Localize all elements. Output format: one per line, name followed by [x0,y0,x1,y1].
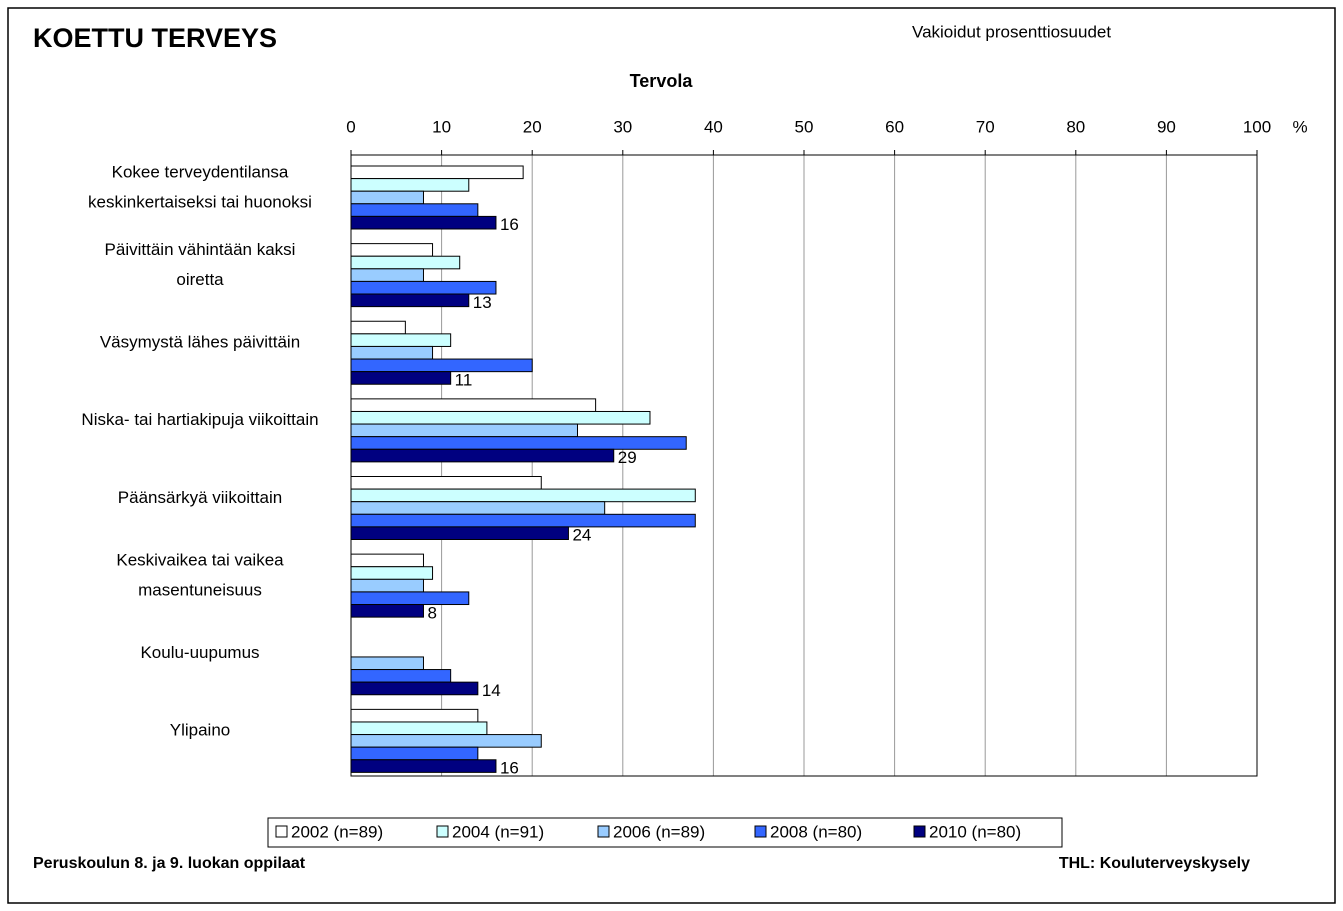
title: KOETTU TERVEYS [33,23,277,53]
data-label: 24 [572,526,591,545]
x-tick-label: 40 [704,117,723,136]
y-tick-label: Niska- tai hartiakipuja viikoittain [81,410,318,429]
bar [350,333,452,347]
data-label: 16 [500,215,519,234]
y-tick-label: Keskivaikea tai vaikea [116,550,284,569]
bar [350,268,424,282]
bar [350,734,542,748]
bar [350,501,606,515]
bar [350,669,452,683]
bar [350,746,479,761]
x-tick-label: 20 [523,117,542,136]
bar [350,656,424,671]
data-label: 11 [455,370,473,389]
subtitle: Vakioidut prosenttiosuudet [912,22,1111,41]
x-tick-label: 0 [346,117,355,136]
data-label: 14 [482,681,501,700]
bar [350,358,533,373]
bar [350,215,497,230]
footer-right: THL: Kouluterveyskysely [1059,855,1250,872]
y-tick-label: masentuneisuus [138,580,262,599]
bar [350,604,424,618]
legend-label: 2008 (n=80) [770,822,862,841]
bar [350,243,434,257]
legend-swatch [754,825,767,838]
legend-label: 2006 (n=89) [613,822,705,841]
legend-swatch [913,825,926,838]
data-label: 13 [473,293,492,312]
x-tick-label: 50 [795,117,814,136]
legend-label: 2010 (n=80) [929,822,1021,841]
legend-swatch [436,825,449,838]
x-tick-label: 10 [432,117,451,136]
x-tick-label: 60 [885,117,904,136]
y-tick-label: Ylipaino [170,721,231,740]
x-tick-label: 30 [613,117,632,136]
y-tick-label: oiretta [176,270,224,289]
bar [350,293,470,308]
bar [350,423,578,438]
legend-swatch [597,825,610,838]
x-tick-label: 80 [1066,117,1085,136]
y-tick-label: Koulu-uupumus [140,643,259,662]
x-tick-label: 100 [1243,117,1271,136]
data-label: 29 [618,448,637,467]
bar [350,178,470,192]
bar [350,721,488,736]
y-tick-label: keskinkertaiseksi tai huonoksi [88,192,312,211]
bar [350,165,524,180]
bar [350,371,452,385]
bar [350,255,461,270]
y-tick-label: Päänsärkyä viikoittain [118,488,282,507]
bar [350,759,497,773]
x-tick-label: 90 [1157,117,1176,136]
bar [350,513,696,528]
bar [350,578,424,593]
bar [350,566,434,580]
legend-label: 2002 (n=89) [291,822,383,841]
bar [350,448,615,463]
data-label: 16 [500,759,519,778]
bar [350,591,470,606]
bar [350,476,542,490]
bar [350,190,424,205]
x-tick-label: 70 [976,117,995,136]
y-tick-label: Päivittäin vähintään kaksi [105,240,296,259]
bar [350,203,479,217]
bar [350,708,479,723]
x-unit: % [1292,117,1307,136]
legend-label: 2004 (n=91) [452,822,544,841]
y-tick-label: Väsymystä lähes päivittäin [100,333,300,352]
legend-swatch [275,825,288,838]
data-label: 8 [427,603,436,622]
chart-title: Tervola [630,71,694,91]
footer-left: Peruskoulun 8. ja 9. luokan oppilaat [33,855,306,872]
bar [350,320,406,335]
bar [350,398,597,412]
bar [350,345,434,360]
bar [350,488,696,503]
bar [350,410,651,425]
bar [350,681,479,696]
bar [350,553,424,568]
frame [7,7,1336,904]
y-tick-label: Kokee terveydentilansa [112,162,289,181]
bar [350,526,569,541]
legend-box [267,817,1063,848]
